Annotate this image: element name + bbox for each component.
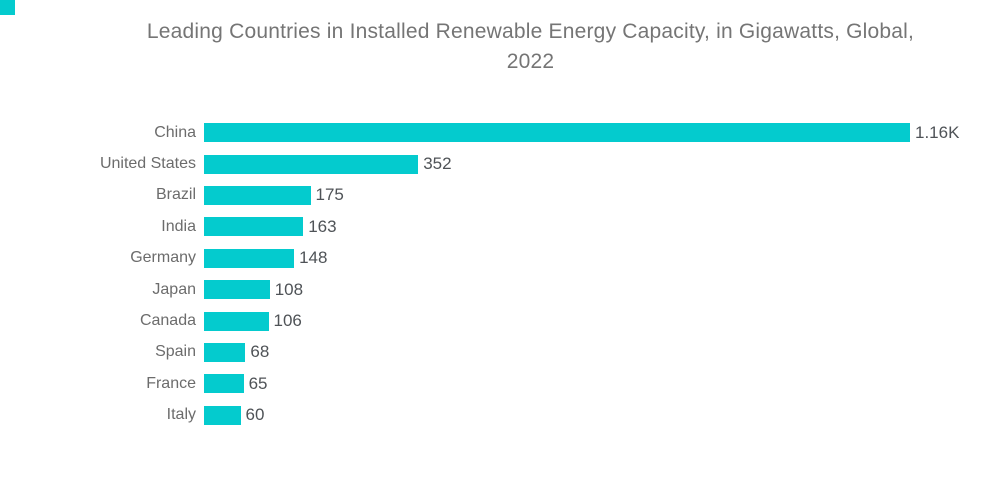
bar [204,311,269,331]
bar [204,123,910,143]
bar [204,248,295,268]
bar [204,280,270,300]
bar-row: France 65 [0,368,1000,399]
bar [204,374,244,394]
bar-row: Brazil 175 [0,180,1000,211]
bar-category-label: Italy [166,406,196,424]
bar-value-label: 352 [423,154,452,174]
bar-category-label: Brazil [155,186,196,204]
bar-category-label: China [154,123,196,141]
chart-title: Leading Countries in Installed Renewable… [60,17,1000,77]
bar-value-label: 65 [248,373,268,393]
bar [204,217,304,237]
bar-plot: China 1.16K United States 352 Brazil 175 India… [0,117,1000,431]
bar [204,185,311,205]
bar-row: Canada 106 [0,305,1000,336]
bar-category-label: Spain [155,343,196,361]
bar-value-label: 108 [274,279,304,299]
bar-category-label: India [161,217,196,235]
bar-category-label: France [146,374,196,392]
bar-row: United States 352 [0,148,1000,179]
bar-value-label: 148 [299,248,328,268]
bar-row: China 1.16K [0,117,1000,148]
bar-row: Italy 60 [0,400,1000,431]
bar-value-label: 106 [273,311,302,331]
bar-row: Germany 148 [0,243,1000,274]
bar [204,342,246,362]
bar-value-label: 175 [315,185,344,205]
bar-category-label: United States [99,155,196,173]
bar-category-label: Canada [139,312,196,330]
bar-category-label: Japan [152,280,196,298]
bar-value-label: 68 [250,342,270,362]
bar-value-label: 163 [308,216,337,236]
chart-title-line2: 2022 [506,50,555,73]
bar-value-label: 1.16K [915,122,960,142]
bar-value-label: 60 [245,405,265,425]
bar-row: Japan 108 [0,274,1000,305]
bar [204,405,241,425]
bar-row: India 163 [0,211,1000,242]
bar [204,154,419,174]
bar-category-label: Germany [130,249,196,267]
bar-row: Spain 68 [0,337,1000,368]
chart-title-line1: Leading Countries in Installed Renewable… [146,20,915,43]
brand-square [0,0,15,15]
